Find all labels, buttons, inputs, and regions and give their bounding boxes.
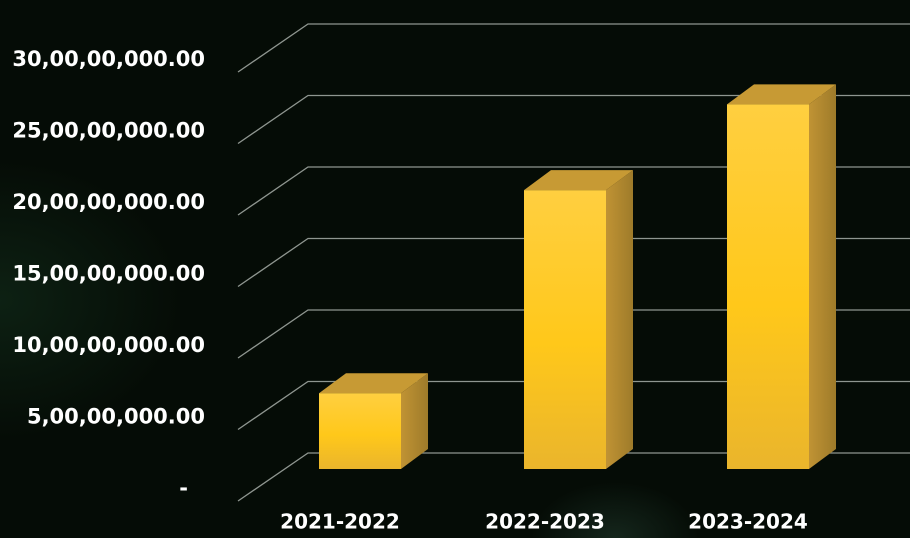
bar-top <box>319 373 428 394</box>
gridline <box>237 309 910 359</box>
x-axis-ticks: 2021-2022 2022-2023 2023-2024 <box>280 510 808 534</box>
gridline <box>237 94 910 145</box>
gridline <box>237 452 910 502</box>
y-tick-label: 25,00,00,000.00 <box>12 119 205 143</box>
bar <box>319 373 428 469</box>
y-axis-ticks: - 5,00,00,000.00 10,00,00,000.00 15,00,00,0… <box>12 47 205 500</box>
y-tick-label: - <box>179 476 188 500</box>
gridline <box>237 23 910 73</box>
x-tick-label: 2022-2023 <box>485 510 605 534</box>
x-tick-label: 2021-2022 <box>280 510 400 534</box>
gridlines <box>237 23 910 502</box>
bar-front <box>727 104 809 469</box>
y-tick-label: 15,00,00,000.00 <box>12 262 205 286</box>
gridline <box>237 237 910 288</box>
y-tick-label: 20,00,00,000.00 <box>12 190 205 214</box>
bar <box>524 170 633 469</box>
y-tick-label: 30,00,00,000.00 <box>12 47 205 71</box>
gridline <box>237 166 910 216</box>
x-tick-label: 2023-2024 <box>688 510 808 534</box>
y-tick-label: 10,00,00,000.00 <box>12 333 205 357</box>
bar-side <box>606 170 633 469</box>
bar-side <box>401 373 428 469</box>
bar-front <box>524 190 606 469</box>
bar-front <box>319 393 401 469</box>
bar-side <box>809 84 836 469</box>
bar-top <box>524 170 633 191</box>
gridline <box>237 380 910 431</box>
bars <box>319 84 836 469</box>
bar <box>727 84 836 469</box>
y-tick-label: 5,00,00,000.00 <box>27 405 205 429</box>
bar-top <box>727 84 836 105</box>
